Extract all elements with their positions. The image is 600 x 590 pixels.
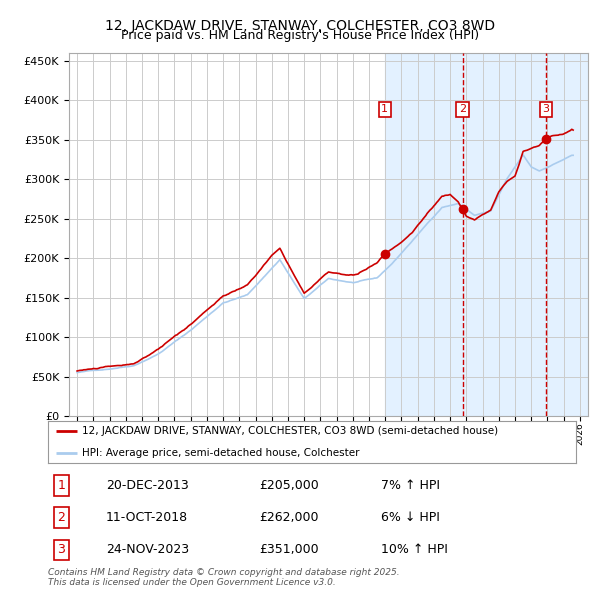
- Text: 12, JACKDAW DRIVE, STANWAY, COLCHESTER, CO3 8WD: 12, JACKDAW DRIVE, STANWAY, COLCHESTER, …: [105, 19, 495, 33]
- Text: HPI: Average price, semi-detached house, Colchester: HPI: Average price, semi-detached house,…: [82, 448, 360, 457]
- Bar: [385, 53, 588, 416]
- Text: 24-NOV-2023: 24-NOV-2023: [106, 543, 189, 556]
- Text: 2: 2: [459, 104, 466, 114]
- Text: £351,000: £351,000: [259, 543, 319, 556]
- Text: 1: 1: [381, 104, 388, 114]
- Text: 12, JACKDAW DRIVE, STANWAY, COLCHESTER, CO3 8WD (semi-detached house): 12, JACKDAW DRIVE, STANWAY, COLCHESTER, …: [82, 427, 499, 436]
- Text: 1: 1: [57, 479, 65, 492]
- Text: 6% ↓ HPI: 6% ↓ HPI: [380, 511, 440, 525]
- Text: 7% ↑ HPI: 7% ↑ HPI: [380, 479, 440, 492]
- Text: Contains HM Land Registry data © Crown copyright and database right 2025.
This d: Contains HM Land Registry data © Crown c…: [48, 568, 400, 587]
- Text: 11-OCT-2018: 11-OCT-2018: [106, 511, 188, 525]
- Text: 3: 3: [57, 543, 65, 556]
- Text: £262,000: £262,000: [259, 511, 319, 525]
- Text: 10% ↑ HPI: 10% ↑ HPI: [380, 543, 448, 556]
- Text: £205,000: £205,000: [259, 479, 319, 492]
- Text: 3: 3: [542, 104, 550, 114]
- Text: Price paid vs. HM Land Registry's House Price Index (HPI): Price paid vs. HM Land Registry's House …: [121, 30, 479, 42]
- Text: 20-DEC-2013: 20-DEC-2013: [106, 479, 189, 492]
- Text: 2: 2: [57, 511, 65, 525]
